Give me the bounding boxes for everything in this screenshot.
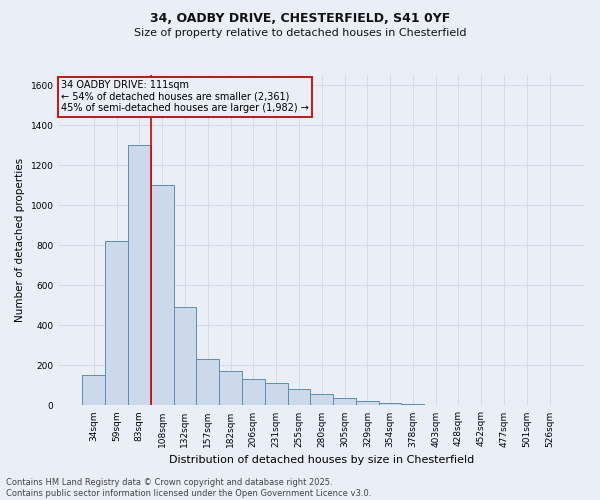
Bar	[105, 241, 128, 406]
Bar	[82, 376, 105, 406]
Bar	[424, 405, 447, 406]
Text: 34 OADBY DRIVE: 111sqm
← 54% of detached houses are smaller (2,361)
45% of semi-: 34 OADBY DRIVE: 111sqm ← 54% of detached…	[61, 80, 309, 113]
Bar	[219, 372, 242, 406]
X-axis label: Distribution of detached houses by size in Chesterfield: Distribution of detached houses by size …	[169, 455, 475, 465]
Bar	[401, 404, 424, 406]
Bar	[265, 384, 287, 406]
Bar	[287, 390, 310, 406]
Bar	[310, 394, 333, 406]
Y-axis label: Number of detached properties: Number of detached properties	[15, 158, 25, 322]
Bar	[356, 402, 379, 406]
Text: Contains HM Land Registry data © Crown copyright and database right 2025.
Contai: Contains HM Land Registry data © Crown c…	[6, 478, 371, 498]
Bar	[128, 145, 151, 406]
Text: Size of property relative to detached houses in Chesterfield: Size of property relative to detached ho…	[134, 28, 466, 38]
Bar	[379, 404, 401, 406]
Bar	[333, 398, 356, 406]
Bar	[196, 360, 219, 406]
Text: 34, OADBY DRIVE, CHESTERFIELD, S41 0YF: 34, OADBY DRIVE, CHESTERFIELD, S41 0YF	[150, 12, 450, 26]
Bar	[151, 185, 173, 406]
Bar	[173, 308, 196, 406]
Bar	[242, 380, 265, 406]
